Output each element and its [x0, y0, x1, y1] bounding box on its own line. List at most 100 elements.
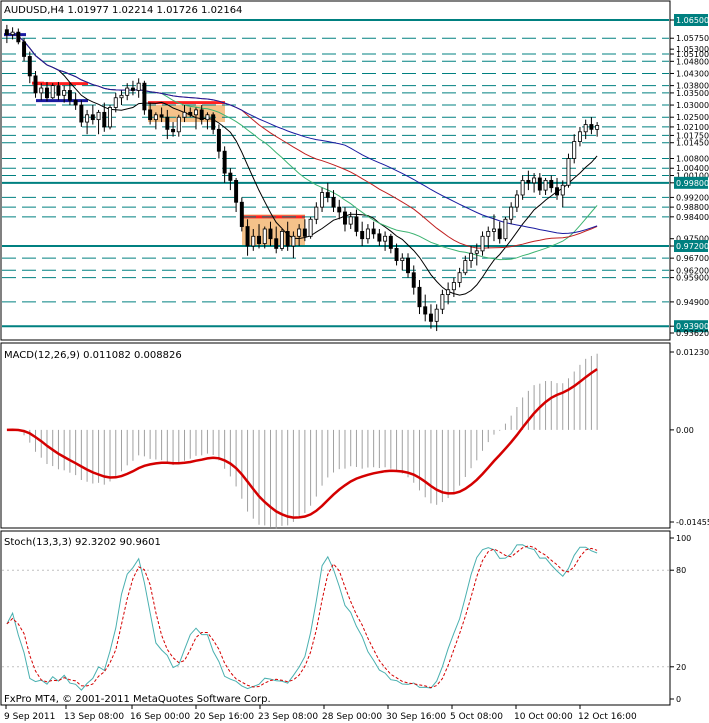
candle-body [297, 228, 302, 237]
candle-body [56, 85, 61, 96]
candle [268, 221, 273, 247]
candle [388, 233, 393, 254]
price-label: 0.97200 [676, 242, 709, 251]
candle [16, 28, 21, 45]
candle [537, 173, 542, 195]
candle [228, 168, 233, 191]
candle [520, 175, 525, 200]
candle-body [549, 179, 554, 189]
candle-body [417, 286, 422, 308]
candle [302, 219, 307, 242]
price-label: 1.06500 [676, 16, 709, 25]
time-label: 9 Sep 2011 [4, 712, 55, 722]
candle-body [50, 85, 55, 99]
candle-body [79, 104, 84, 123]
candle [159, 107, 164, 123]
candle-body [371, 228, 376, 235]
candle [555, 177, 559, 200]
price-label: 1.02500 [676, 113, 709, 122]
macd-axis-label: 0.00 [676, 426, 694, 435]
candle-body [446, 289, 451, 296]
candle-body [119, 94, 124, 99]
candle [27, 51, 32, 84]
candle [45, 81, 49, 102]
candle-body [348, 216, 353, 225]
candle-body [136, 82, 141, 91]
candle-body [4, 29, 9, 35]
candle [262, 226, 267, 249]
candle [199, 105, 204, 125]
price-label-bg [674, 320, 708, 333]
candle-body [411, 272, 416, 288]
price-label: 0.99800 [676, 179, 709, 188]
candle-body [314, 206, 319, 220]
macd-axis-label: -0.014550 [676, 518, 709, 527]
candle [73, 92, 78, 110]
candle [440, 289, 445, 315]
candle-body [383, 235, 388, 242]
candle-body [291, 235, 296, 247]
candle [108, 105, 112, 130]
candle-body [577, 131, 582, 142]
candle [136, 78, 141, 98]
candle-body [394, 248, 399, 261]
macd-histogram [12, 353, 598, 529]
candle [337, 199, 342, 220]
price-label: 0.98400 [676, 213, 709, 222]
candle [583, 119, 588, 140]
time-label: 10 Oct 00:00 [514, 712, 573, 722]
candle-body [406, 257, 410, 274]
price-label: 0.97500 [676, 235, 709, 244]
candle [285, 221, 290, 251]
candle-body [10, 31, 15, 35]
stoch-main-line [6, 544, 598, 691]
price-label: 1.05750 [676, 34, 709, 43]
price-label: 1.00100 [676, 172, 709, 181]
candle [503, 216, 508, 242]
candle [371, 221, 376, 239]
price-label-bg [674, 14, 708, 26]
candle-body [130, 87, 135, 91]
candle-body [514, 194, 519, 208]
candle-body [377, 233, 382, 242]
candle-body [365, 228, 370, 240]
candle [365, 224, 370, 244]
ma-long-line [6, 32, 598, 235]
candle [560, 180, 565, 208]
candle-body [331, 196, 336, 208]
candle-body [320, 192, 325, 208]
candle-body [102, 111, 107, 128]
candle-body [257, 235, 261, 244]
candle [4, 24, 9, 44]
candle [102, 102, 107, 132]
price-label-bg [674, 240, 708, 253]
price-label: 1.03500 [676, 89, 709, 98]
price-label: 0.93900 [676, 322, 709, 331]
candle [148, 102, 153, 125]
candle-body [526, 179, 531, 184]
candle-body [90, 114, 95, 121]
candle-body [142, 82, 147, 111]
candle [417, 280, 422, 315]
candle-body [62, 90, 67, 96]
candle [526, 170, 531, 191]
candle [279, 228, 284, 251]
candle [406, 253, 410, 278]
candle-body [560, 184, 565, 196]
candle [360, 221, 365, 247]
time-label: 12 Oct 16:00 [578, 712, 637, 722]
candle-body [543, 179, 548, 191]
candle [96, 109, 101, 135]
candle-body [474, 250, 479, 254]
candle [480, 231, 485, 256]
time-label: 16 Sep 00:00 [130, 712, 190, 722]
macd-signal-line [6, 368, 598, 519]
candle-body [423, 306, 428, 315]
candle-body [188, 111, 193, 116]
candle-body [85, 114, 90, 123]
stoch-axis-label: 20 [676, 663, 686, 672]
candle [79, 100, 84, 127]
candle-body [589, 124, 594, 130]
